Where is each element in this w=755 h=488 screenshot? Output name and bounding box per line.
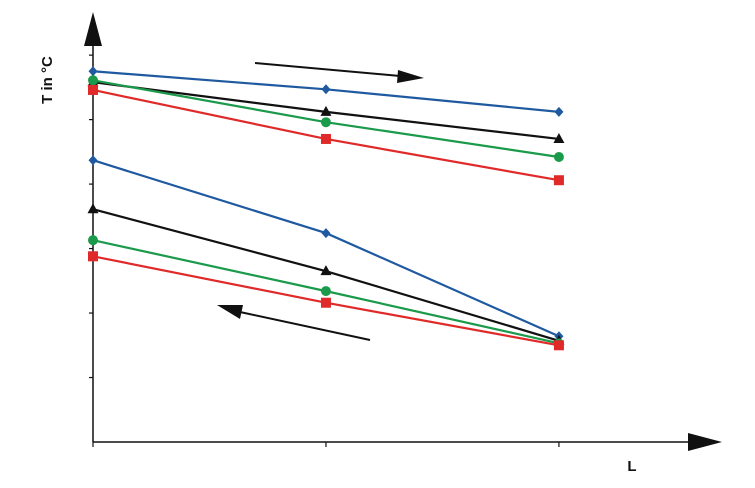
point (553, 175, 564, 186)
direction-arrow (254, 62, 401, 77)
point (553, 132, 565, 143)
point (88, 84, 98, 95)
point (88, 235, 98, 246)
point (320, 297, 331, 308)
point (87, 203, 99, 214)
point (88, 66, 98, 77)
point (320, 286, 331, 297)
point (88, 155, 98, 166)
series-line (92, 159, 560, 338)
point (320, 105, 332, 116)
point (554, 106, 564, 117)
direction-arrowhead (217, 305, 243, 319)
point (553, 152, 564, 163)
point (88, 75, 98, 86)
point (320, 265, 332, 276)
point (88, 251, 98, 262)
x-axis-arrow (688, 433, 722, 451)
point (320, 117, 331, 128)
y-axis-label: T in °C (39, 56, 56, 104)
x-axis-label: L (627, 458, 636, 475)
direction-arrow (239, 311, 371, 341)
point (553, 340, 564, 351)
direction-arrowhead (397, 70, 424, 83)
point (321, 228, 331, 239)
point (321, 84, 331, 95)
point (320, 133, 331, 144)
y-axis-arrow (84, 12, 102, 46)
